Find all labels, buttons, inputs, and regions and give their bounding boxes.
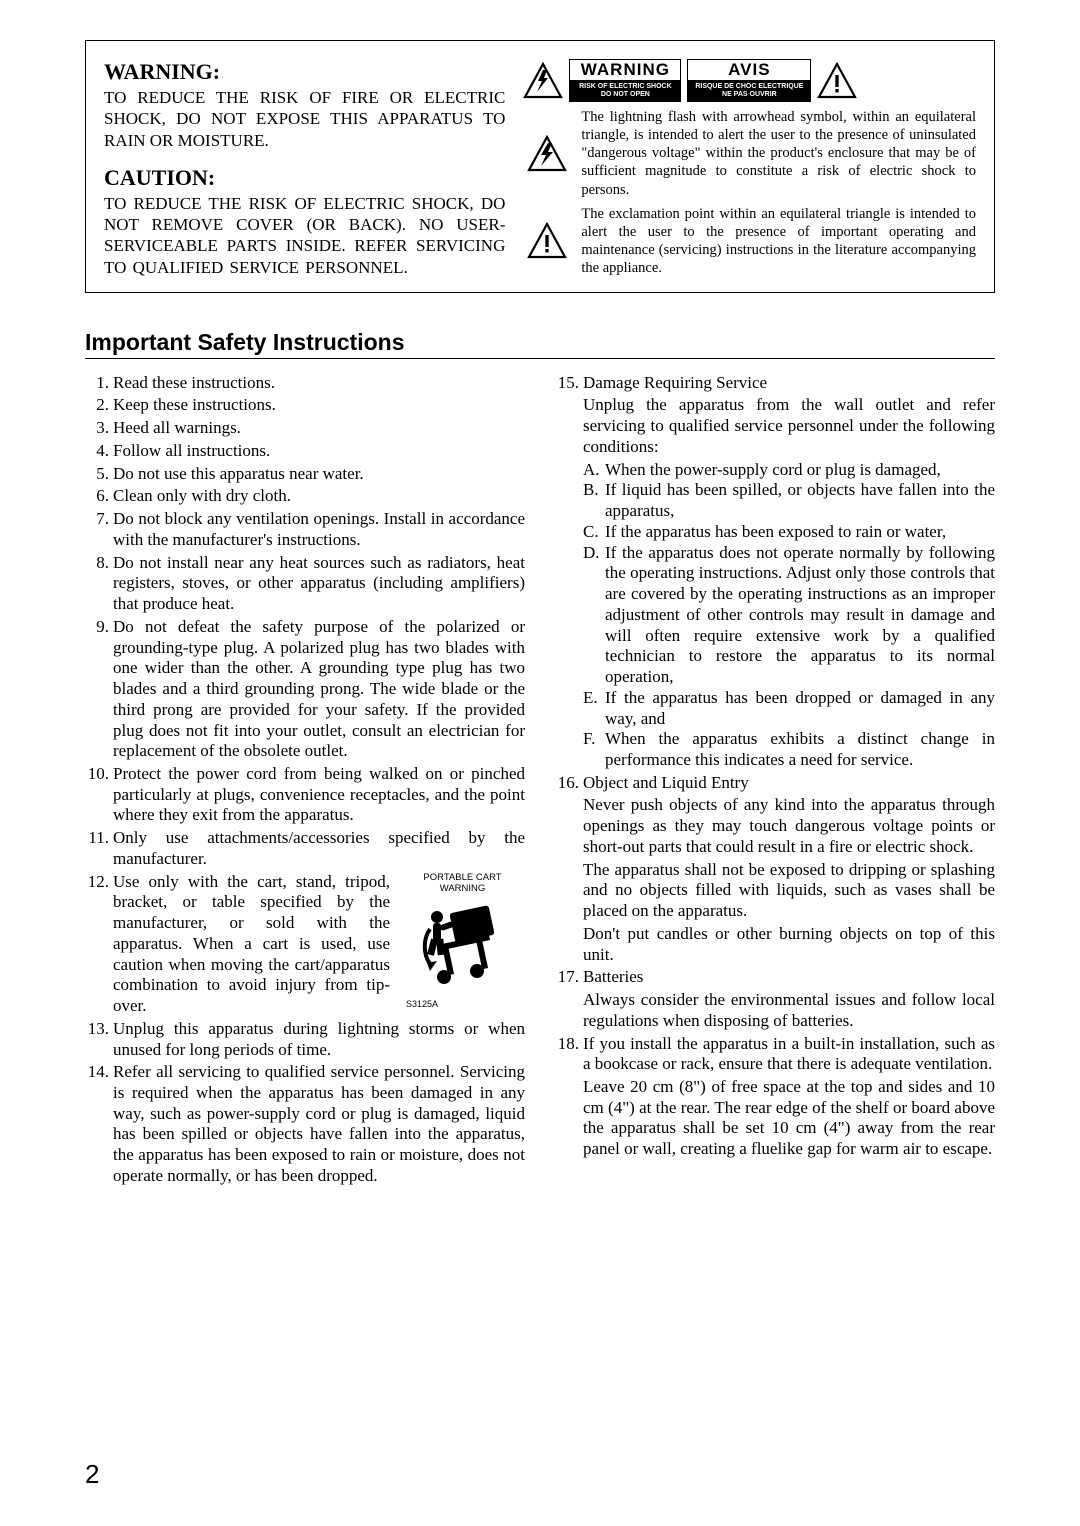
instr-item: Do not block any ventilation openings. I… <box>85 509 525 550</box>
instr-item: Keep these instructions. <box>85 395 525 416</box>
instr-15-heading: Damage Requiring Service <box>583 373 767 392</box>
instr-item: Do not defeat the safety purpose of the … <box>85 617 525 762</box>
lightning-icon <box>523 108 571 199</box>
sub-key: E. <box>583 688 605 729</box>
instr-12-text: Use only with the cart, stand, tripod, b… <box>113 872 390 1017</box>
instr-item: Heed all warnings. <box>85 418 525 439</box>
lightning-desc-row: The lightning flash with arrowhead symbo… <box>523 108 976 199</box>
instr-item: Do not use this apparatus near water. <box>85 464 525 485</box>
excl-desc-row: The exclamation point within an equilate… <box>523 205 976 278</box>
instr-item: Clean only with dry cloth. <box>85 486 525 507</box>
instr-17-heading: Batteries <box>583 967 643 986</box>
warning-right-col: WARNING RISK OF ELECTRIC SHOCK DO NOT OP… <box>523 59 976 278</box>
instr-item: Unplug this apparatus during lightning s… <box>85 1019 525 1060</box>
instr-16-p1: Never push objects of any kind into the … <box>583 795 995 857</box>
right-column: Damage Requiring Service Unplug the appa… <box>555 373 995 1189</box>
label-row: WARNING RISK OF ELECTRIC SHOCK DO NOT OP… <box>523 59 976 102</box>
instr-item: Read these instructions. <box>85 373 525 394</box>
sub-val: When the apparatus exhibits a distinct c… <box>605 729 995 770</box>
section-rule <box>85 358 995 359</box>
warning-label-bot1: RISK OF ELECTRIC SHOCK <box>579 83 672 90</box>
instr-item: Object and Liquid Entry Never push objec… <box>555 773 995 966</box>
instr-18-p2: Leave 20 cm (8") of free space at the to… <box>583 1077 995 1160</box>
instr-15-intro: Unplug the apparatus from the wall outle… <box>583 395 995 457</box>
exclamation-icon <box>817 62 857 99</box>
warning-label-box: WARNING RISK OF ELECTRIC SHOCK DO NOT OP… <box>569 59 681 102</box>
instr-16-p2: The apparatus shall not be exposed to dr… <box>583 860 995 922</box>
cart-icon <box>415 899 510 994</box>
instr-15-sublist: A.When the power-supply cord or plug is … <box>583 460 995 771</box>
sub-key: F. <box>583 729 605 770</box>
instr-item: Protect the power cord from being walked… <box>85 764 525 826</box>
avis-label-box: AVIS RISQUE DE CHOC ELECTRIQUE NE PAS OU… <box>687 59 811 102</box>
instructions-list-left: Read these instructions. Keep these inst… <box>85 373 525 1187</box>
caution-text: TO REDUCE THE RISK OF ELECTRIC SHOCK, DO… <box>104 193 505 278</box>
excl-desc: The exclamation point within an equilate… <box>581 205 976 278</box>
lightning-icon <box>523 62 563 99</box>
warning-box: WARNING: TO REDUCE THE RISK OF FIRE OR E… <box>85 40 995 293</box>
cart-figure: PORTABLE CART WARNING <box>400 872 525 1017</box>
sub-val: If liquid has been spilled, or objects h… <box>605 480 995 521</box>
instr-17-p1: Always consider the environmental issues… <box>583 990 995 1031</box>
instr-item: If you install the apparatus in a built-… <box>555 1034 995 1160</box>
avis-label-bot1: RISQUE DE CHOC ELECTRIQUE <box>695 83 803 90</box>
section-title: Important Safety Instructions <box>85 329 995 356</box>
warning-left-col: WARNING: TO REDUCE THE RISK OF FIRE OR E… <box>104 59 505 278</box>
exclamation-icon <box>523 205 571 278</box>
instr-item: Batteries Always consider the environmen… <box>555 967 995 1031</box>
instructions-columns: Read these instructions. Keep these inst… <box>85 373 995 1189</box>
sub-key: B. <box>583 480 605 521</box>
lightning-desc: The lightning flash with arrowhead symbo… <box>581 108 976 199</box>
warning-heading: WARNING: <box>104 59 505 85</box>
instr-item: Refer all servicing to qualified service… <box>85 1062 525 1186</box>
sub-key: C. <box>583 522 605 543</box>
instr-16-p3: Don't put candles or other burning objec… <box>583 924 995 965</box>
instr-item: Use only with the cart, stand, tripod, b… <box>85 872 525 1017</box>
sub-val: If the apparatus does not operate normal… <box>605 543 995 688</box>
cart-warning-label: PORTABLE CART WARNING <box>423 872 501 895</box>
page-number: 2 <box>85 1459 99 1490</box>
warning-label-bot2: DO NOT OPEN <box>601 91 650 98</box>
instr-item: Only use attachments/accessories specifi… <box>85 828 525 869</box>
instr-item: Follow all instructions. <box>85 441 525 462</box>
caution-block: CAUTION: TO REDUCE THE RISK OF ELECTRIC … <box>104 165 505 278</box>
instr-item: Do not install near any heat sources suc… <box>85 553 525 615</box>
sub-val: If the apparatus has been exposed to rai… <box>605 522 995 543</box>
avis-label-bot2: NE PAS OUVRIR <box>722 91 777 98</box>
sub-val: When the power-supply cord or plug is da… <box>605 460 995 481</box>
caution-heading: CAUTION: <box>104 165 505 191</box>
warning-label-bot: RISK OF ELECTRIC SHOCK DO NOT OPEN <box>570 81 680 101</box>
avis-label-top: AVIS <box>688 60 810 81</box>
instructions-list-right: Damage Requiring Service Unplug the appa… <box>555 373 995 1160</box>
warning-label-top: WARNING <box>570 60 680 81</box>
sub-key: A. <box>583 460 605 481</box>
instr-item: Damage Requiring Service Unplug the appa… <box>555 373 995 771</box>
instr-18-p1: If you install the apparatus in a built-… <box>583 1034 995 1074</box>
avis-label-bot: RISQUE DE CHOC ELECTRIQUE NE PAS OUVRIR <box>688 81 810 101</box>
instr-16-heading: Object and Liquid Entry <box>583 773 749 792</box>
warning-text: TO REDUCE THE RISK OF FIRE OR ELECTRIC S… <box>104 87 505 151</box>
sub-key: D. <box>583 543 605 688</box>
left-column: Read these instructions. Keep these inst… <box>85 373 525 1189</box>
cart-code: S3125A <box>400 999 525 1010</box>
sub-val: If the apparatus has been dropped or dam… <box>605 688 995 729</box>
